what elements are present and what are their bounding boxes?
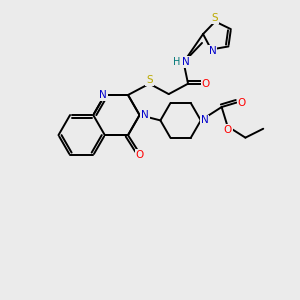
Text: N: N (182, 57, 190, 67)
Text: S: S (212, 13, 218, 23)
Text: S: S (146, 75, 153, 85)
Text: N: N (209, 46, 217, 56)
Text: O: O (136, 150, 144, 160)
Text: N: N (100, 90, 107, 100)
Text: O: O (202, 79, 210, 89)
Text: N: N (200, 116, 208, 125)
Text: O: O (224, 125, 232, 135)
Text: O: O (237, 98, 246, 108)
Text: H: H (173, 57, 181, 67)
Text: N: N (141, 110, 149, 120)
